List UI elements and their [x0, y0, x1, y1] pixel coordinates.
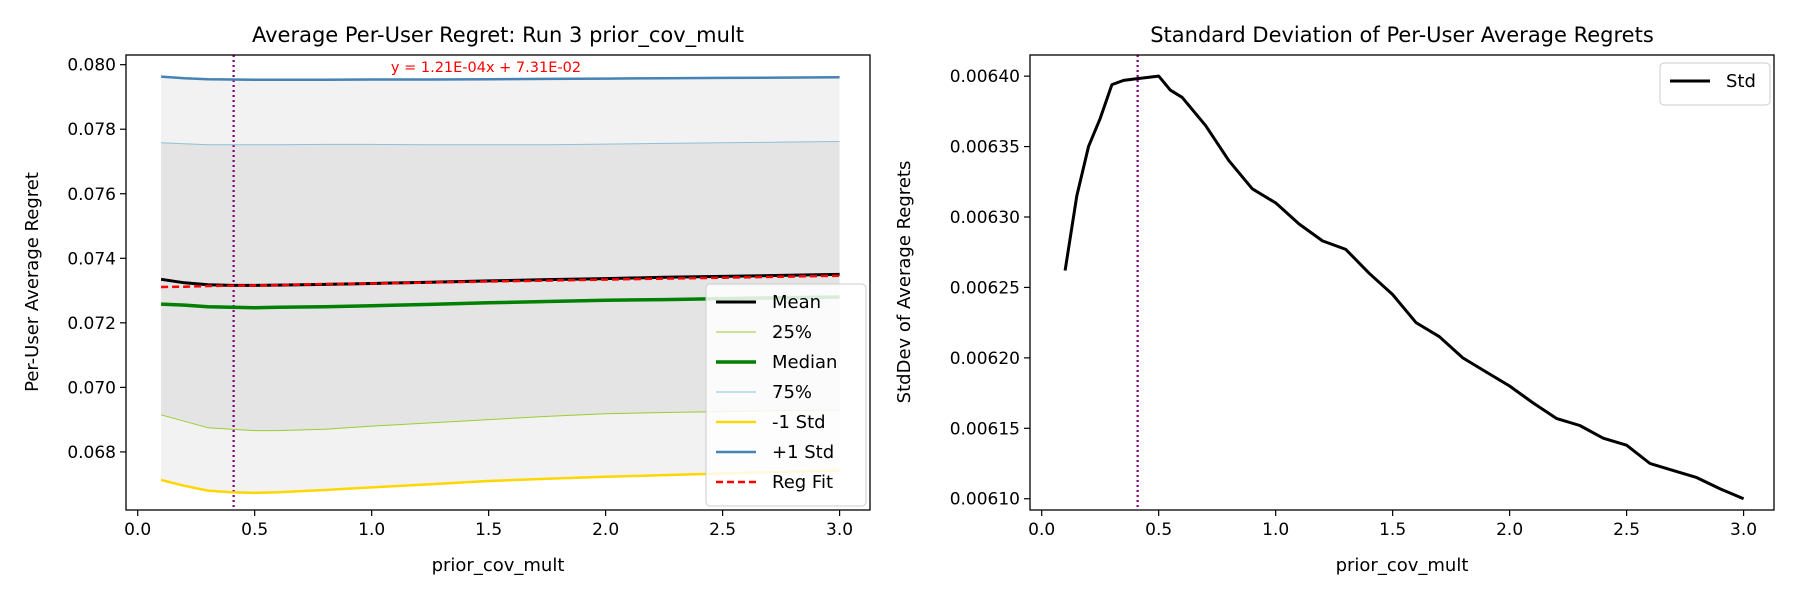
x-tick-label: 1.5 — [475, 520, 502, 540]
legend-box — [705, 283, 867, 507]
legend-box — [1659, 62, 1771, 106]
chart-average-regret: Average Per-User Regret: Run 3 prior_cov… — [22, 23, 871, 576]
y-tick-label: 0.078 — [67, 120, 116, 140]
y-tick-label: 0.070 — [67, 378, 116, 398]
x-axis-label-left: prior_cov_mult — [432, 555, 565, 576]
chart-title-right: Standard Deviation of Per-User Average R… — [1150, 23, 1654, 47]
x-tick-label: 0.0 — [124, 520, 151, 540]
legend-entry-label: Reg Fit — [772, 472, 833, 493]
series-line--1-std — [161, 75, 840, 82]
x-tick-label: 1.0 — [1262, 520, 1289, 540]
chart-title-left: Average Per-User Regret: Run 3 prior_cov… — [252, 23, 744, 48]
axes-frame — [1029, 54, 1775, 511]
y-tick-label: 0.00625 — [950, 278, 1020, 298]
y-tick-label: 0.00635 — [950, 138, 1020, 158]
x-tick-label: 0.5 — [1145, 520, 1172, 540]
y-tick-label: 0.00615 — [950, 419, 1020, 439]
plot-marks — [160, 55, 840, 510]
series-line-75- — [161, 141, 840, 146]
y-tick-label: 0.072 — [67, 314, 116, 334]
x-tick-label: 2.5 — [1613, 520, 1640, 540]
y-tick-label: 0.080 — [67, 56, 116, 76]
y-tick-label: 0.076 — [67, 185, 116, 205]
plot-marks — [1063, 55, 1745, 510]
x-tick-label: 1.0 — [358, 520, 385, 540]
x-tick-label: 2.0 — [1496, 520, 1523, 540]
quartile-band — [161, 141, 840, 431]
x-tick-label: 2.5 — [709, 520, 736, 540]
chart-stddev-regret: Standard Deviation of Per-User Average R… — [894, 23, 1775, 576]
y-tick-label: 0.00610 — [950, 490, 1020, 510]
x-tick-label: 0.0 — [1028, 520, 1055, 540]
legend-entry-label: -1 Std — [772, 412, 826, 433]
regression-equation-annotation: y = 1.21E-04x + 7.31E-02 — [391, 60, 581, 76]
y-tick-label: 0.074 — [67, 249, 116, 269]
legend: Mean 25% Median 75% -1 Std +1 Std Reg Fit — [705, 283, 867, 507]
legend-entry-label: +1 Std — [772, 442, 834, 463]
x-tick-label: 3.0 — [826, 520, 853, 540]
series-line--1-std — [160, 469, 840, 495]
y-tick-label: 0.068 — [67, 443, 116, 463]
y-tick-label: 0.00640 — [950, 67, 1020, 87]
y-tick-label: 0.00620 — [950, 349, 1020, 369]
y-axis-label-left: Per-User Average Regret — [22, 172, 43, 392]
x-tick-label: 1.5 — [1379, 520, 1406, 540]
legend-entry-label: 75% — [772, 382, 812, 403]
y-axis-label-right: StdDev of Average Regrets — [894, 161, 915, 404]
x-tick-label: 2.0 — [592, 520, 619, 540]
series-line-25- — [160, 409, 840, 432]
x-tick-label: 0.5 — [241, 520, 268, 540]
x-tick-label: 3.0 — [1730, 520, 1757, 540]
legend-entry-label: Mean — [772, 292, 821, 313]
series-line-reg-fit — [161, 274, 840, 289]
plot-area-right — [1030, 55, 1774, 510]
legend-entry-label: Std — [1726, 71, 1756, 92]
legend-entry-label: Median — [772, 352, 837, 373]
series-line-std — [1063, 74, 1745, 501]
axes-frame — [125, 54, 871, 511]
legend: Std — [1659, 62, 1771, 106]
series-line-median — [161, 295, 840, 310]
y-tick-label: 0.00630 — [950, 208, 1020, 228]
legend-entry-label: 25% — [772, 322, 812, 343]
x-axis-label-right: prior_cov_mult — [1336, 555, 1469, 576]
